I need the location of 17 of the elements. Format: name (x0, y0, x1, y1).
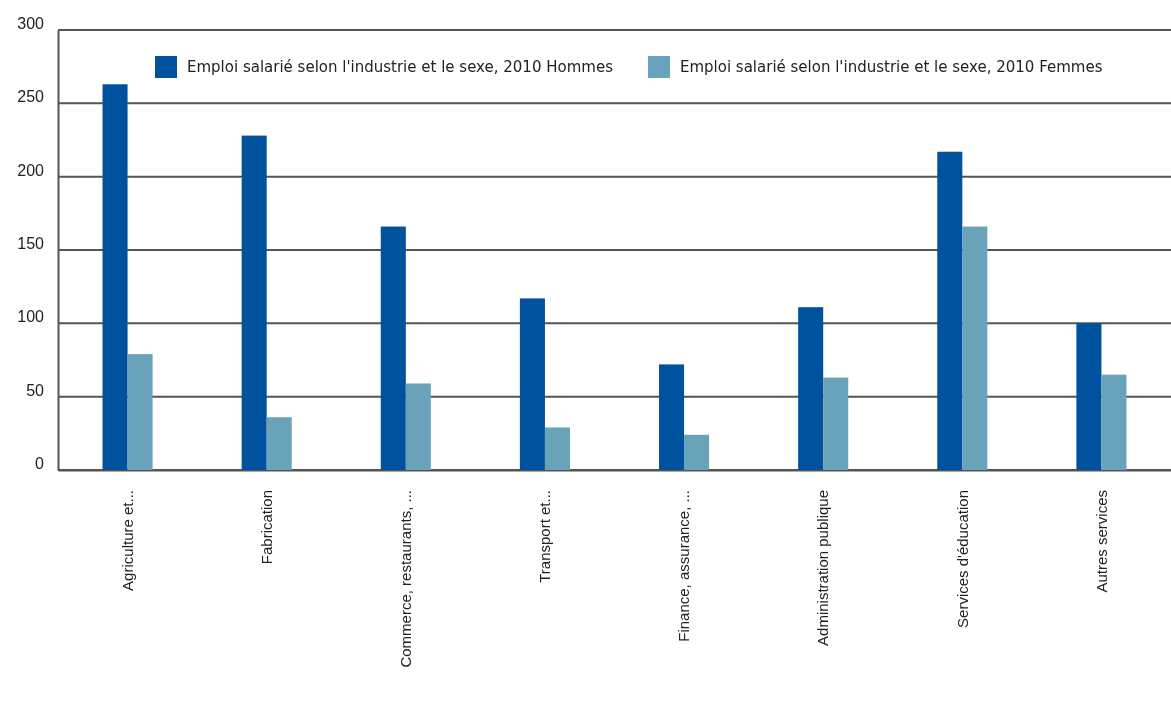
x-tick-label: Services d'éducation (953, 490, 971, 628)
y-tick-label: 50 (26, 381, 45, 399)
y-tick-label: 0 (35, 454, 45, 472)
x-tick-label: Agriculture et... (118, 490, 136, 591)
x-tick-label: Fabrication (257, 490, 275, 565)
x-tick-label: Transport et... (536, 490, 554, 583)
x-tick-label: Finance, assurance, ... (675, 490, 693, 642)
x-tick-label: Commerce, restaurants, ... (397, 490, 415, 668)
legend-label: Emploi salarié selon l'industrie et le sexe, 2010 Hommes (187, 58, 614, 77)
y-tick-label: 200 (17, 161, 45, 179)
y-tick-label: 150 (17, 234, 45, 252)
y-tick-label: 100 (17, 308, 45, 326)
y-tick-label: 300 (17, 14, 45, 32)
y-tick-label: 250 (17, 88, 45, 106)
legend-label: Emploi salarié selon l'industrie et le sexe, 2010 Femmes (679, 58, 1103, 77)
x-tick-label: Administration publique (814, 490, 832, 646)
x-tick-label: Autres services (1092, 490, 1110, 593)
